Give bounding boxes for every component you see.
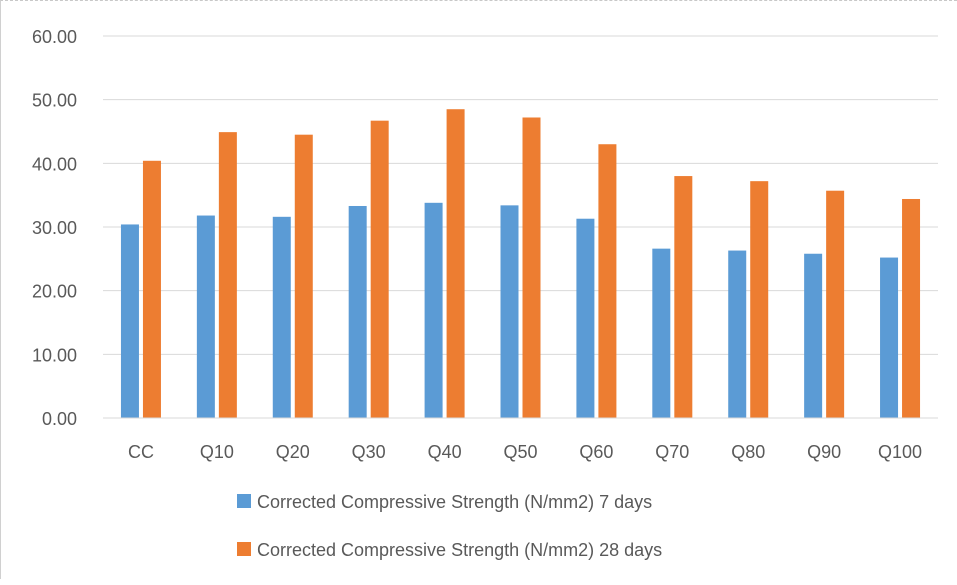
- legend-swatch-7-days: [237, 494, 251, 508]
- legend-item-28-days: Corrected Compressive Strength (N/mm2) 2…: [237, 540, 662, 560]
- category-group: [424, 109, 465, 418]
- bar-28-days: [674, 176, 693, 418]
- category-group: [576, 144, 617, 418]
- bar-28-days: [218, 132, 237, 419]
- y-tick-label: 40.00: [32, 154, 77, 174]
- x-tick-label: Q40: [428, 442, 462, 462]
- y-tick-label: 10.00: [32, 345, 77, 365]
- x-tick-label: Q80: [731, 442, 765, 462]
- x-tick-label: Q60: [579, 442, 613, 462]
- category-group: [120, 160, 161, 418]
- category-group: [880, 198, 921, 418]
- bar-28-days: [294, 134, 313, 418]
- bars: [120, 109, 921, 419]
- bar-28-days: [750, 181, 769, 418]
- x-tick-label: Q10: [200, 442, 234, 462]
- x-tick-label: CC: [128, 442, 154, 462]
- x-tick-label: Q20: [276, 442, 310, 462]
- category-group: [804, 190, 845, 418]
- y-tick-label: 0.00: [42, 409, 77, 429]
- legend-label-7-days: Corrected Compressive Strength (N/mm2) 7…: [257, 492, 652, 512]
- legend: Corrected Compressive Strength (N/mm2) 7…: [237, 492, 662, 560]
- bar-7-days: [728, 250, 747, 418]
- category-group: [728, 181, 769, 418]
- bar-7-days: [500, 205, 519, 418]
- bar-28-days: [826, 190, 845, 418]
- x-tick-label: Q90: [807, 442, 841, 462]
- y-tick-label: 20.00: [32, 282, 77, 302]
- category-group: [348, 120, 389, 418]
- bar-7-days: [880, 257, 899, 418]
- y-tick-label: 60.00: [32, 27, 77, 47]
- y-axis-ticks: 0.00 10.00 20.00 30.00 40.00 50.00 60.00: [32, 27, 77, 429]
- y-tick-label: 30.00: [32, 218, 77, 238]
- y-tick-label: 50.00: [32, 91, 77, 111]
- bar-7-days: [120, 224, 139, 418]
- x-tick-label: Q100: [878, 442, 922, 462]
- bar-28-days: [142, 160, 161, 418]
- x-tick-label: Q30: [352, 442, 386, 462]
- x-tick-label: Q70: [655, 442, 689, 462]
- bar-28-days: [370, 120, 389, 418]
- x-axis-ticks: CC Q10 Q20 Q30 Q40 Q50 Q60 Q70 Q80 Q90 Q100: [128, 442, 922, 462]
- bar-7-days: [196, 215, 215, 418]
- bar-28-days: [522, 117, 541, 418]
- gridlines: [103, 35, 938, 355]
- category-group: [500, 117, 541, 418]
- bar-28-days: [598, 144, 617, 418]
- legend-label-28-days: Corrected Compressive Strength (N/mm2) 2…: [257, 540, 662, 560]
- legend-item-7-days: Corrected Compressive Strength (N/mm2) 7…: [237, 492, 652, 512]
- category-group: [196, 132, 237, 419]
- bar-7-days: [652, 248, 671, 418]
- category-group: [652, 176, 693, 418]
- bar-7-days: [576, 218, 595, 418]
- bar-28-days: [902, 198, 921, 418]
- bar-7-days: [348, 205, 367, 418]
- category-group: [272, 134, 313, 418]
- bar-7-days: [804, 253, 823, 418]
- legend-swatch-28-days: [237, 542, 251, 556]
- x-tick-label: Q50: [503, 442, 537, 462]
- bar-28-days: [446, 109, 465, 418]
- bar-7-days: [424, 202, 443, 418]
- bar-7-days: [272, 216, 291, 418]
